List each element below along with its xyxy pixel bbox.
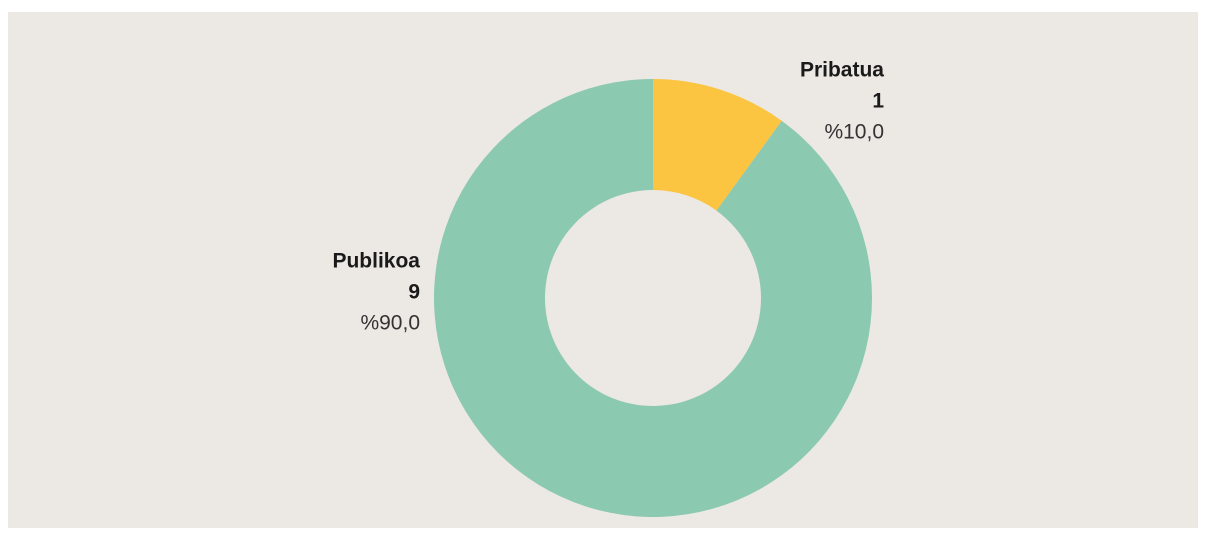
donut-slice xyxy=(653,79,782,211)
donut-slice xyxy=(433,79,872,517)
slice-value: 9 xyxy=(408,281,420,304)
slice-label: Pribatua xyxy=(800,59,884,82)
slice-value: 1 xyxy=(872,90,884,113)
slice-label: Publikoa xyxy=(332,250,420,273)
slice-percentage: %90,0 xyxy=(360,312,420,335)
slice-percentage: %10,0 xyxy=(824,121,884,144)
